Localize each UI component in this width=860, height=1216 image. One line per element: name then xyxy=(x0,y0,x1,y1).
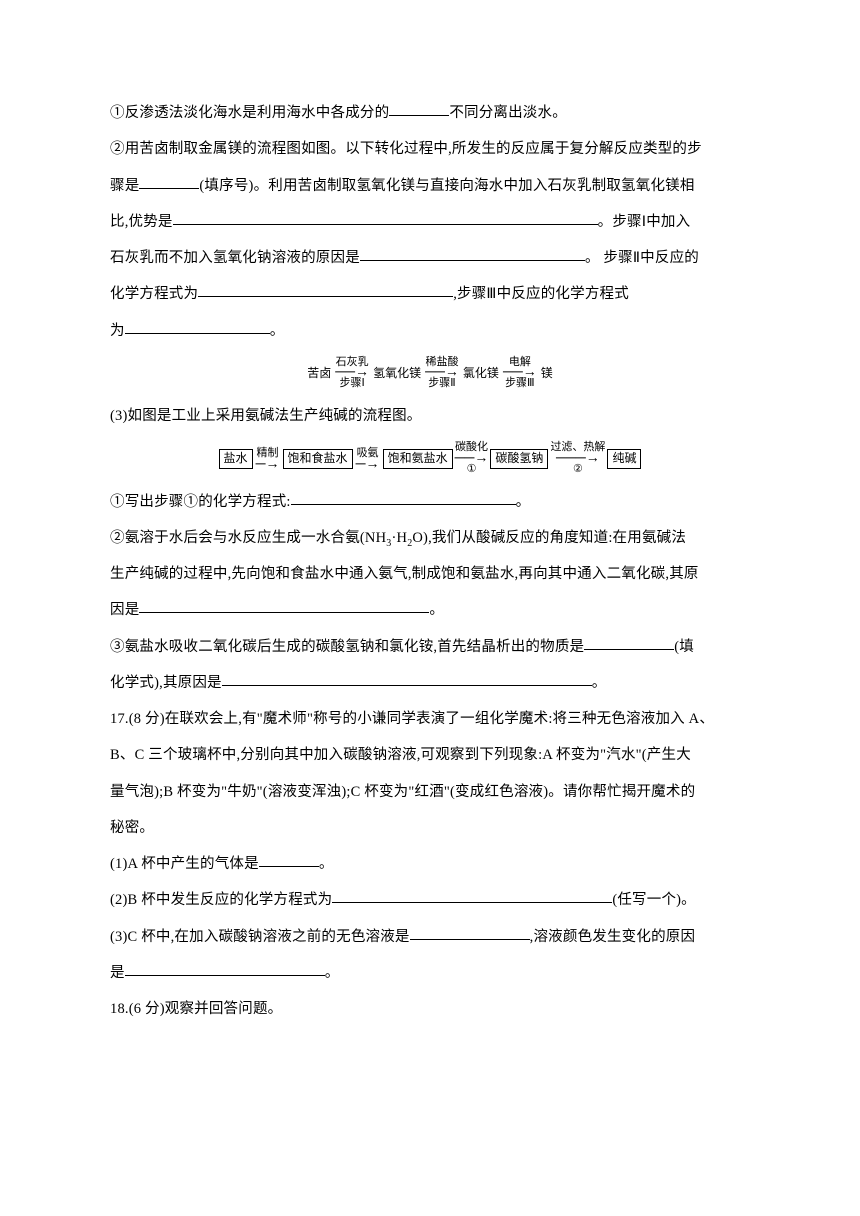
q18: 18.(6 分)观察并回答问题。 xyxy=(110,991,750,1027)
text: 生产纯碱的过程中,先向饱和食盐水中通入氨气,制成饱和氨盐水,再向其中通入二氧化碳… xyxy=(110,566,699,582)
text: (填 xyxy=(674,639,694,655)
q3-2-line3: 因是 。 xyxy=(110,592,750,628)
q3-3-line1: ③氨盐水吸收二氧化碳后生成的碳酸氢钠和氯化铵,首先结晶析出的物质是 (填 xyxy=(110,629,750,665)
q2-2-line2: 骤是 (填序号)。利用苦卤制取氢氧化镁与直接向海水中加入石灰乳制取氢氧化镁相 xyxy=(110,168,750,204)
text: 。 xyxy=(270,323,285,339)
text: 。步骤Ⅰ中加入 xyxy=(598,214,691,230)
blank[interactable] xyxy=(139,598,429,614)
q3-3-line2: 化学式),其原因是 。 xyxy=(110,665,750,701)
blank[interactable] xyxy=(332,888,612,904)
arrow: 石灰乳──→步骤Ⅰ xyxy=(335,357,369,390)
arrow: 精制─→ xyxy=(255,448,281,470)
text: 化学式),其原因是 xyxy=(110,675,222,691)
text: (填序号)。利用苦卤制取氢氧化镁与直接向海水中加入石灰乳制取氢氧化镁相 xyxy=(199,178,694,194)
text: 化学方程式为 xyxy=(110,286,198,302)
text: 石灰乳而不加入氢氧化钠溶液的原因是 xyxy=(110,250,360,266)
text: 是 xyxy=(110,965,125,981)
text: (任写一个)。 xyxy=(612,892,696,908)
arrow: 稀盐酸──→步骤Ⅱ xyxy=(425,357,459,390)
node: 氯化镁 xyxy=(461,365,501,382)
text: ①写出步骤①的化学方程式: xyxy=(110,494,291,510)
q17-line1: 17.(8 分)在联欢会上,有"魔术师"称号的小谦同学表演了一组化学魔术:将三种… xyxy=(110,701,750,737)
q2-2-line5: 化学方程式为 ,步骤Ⅲ中反应的化学方程式 xyxy=(110,276,750,312)
flow-diagram-1: 苦卤 石灰乳──→步骤Ⅰ 氢氧化镁 稀盐酸──→步骤Ⅱ 氯化镁 电解──→步骤Ⅲ… xyxy=(110,357,750,390)
blank[interactable] xyxy=(389,101,449,117)
text: 。 xyxy=(592,675,607,691)
q17-line3: 量气泡);B 杯变为"牛奶"(溶液变浑浊);C 杯变为"红酒"(变成红色溶液)。… xyxy=(110,774,750,810)
q17-3-line1: (3)C 杯中,在加入碳酸钠溶液之前的无色溶液是 ,溶液颜色发生变化的原因 xyxy=(110,919,750,955)
blank[interactable] xyxy=(291,489,516,505)
q17-line4: 秘密。 xyxy=(110,810,750,846)
q2-2-line1: ②用苦卤制取金属镁的流程图如图。以下转化过程中,所发生的反应属于复分解反应类型的… xyxy=(110,131,750,167)
text: ·H xyxy=(391,530,407,546)
text: 。 步骤Ⅱ中反应的 xyxy=(585,250,699,266)
text: 因是 xyxy=(110,602,139,618)
arrow: 吸氨─→ xyxy=(355,448,381,470)
text: 。 xyxy=(325,965,340,981)
q3-2-line2: 生产纯碱的过程中,先向饱和食盐水中通入氨气,制成饱和氨盐水,再向其中通入二氧化碳… xyxy=(110,556,750,592)
node: 镁 xyxy=(539,365,555,382)
node: 饱和氨盐水 xyxy=(383,449,453,468)
text: 秘密。 xyxy=(110,820,154,836)
q3-intro: (3)如图是工业上采用氨碱法生产纯碱的流程图。 xyxy=(110,398,750,434)
node: 盐水 xyxy=(219,449,253,468)
q3-2-line1: ②氨溶于水后会与水反应生成一水合氨(NH3·H2O),我们从酸碱反应的角度知道:… xyxy=(110,520,750,556)
blank[interactable] xyxy=(125,318,270,334)
text: (2)B 杯中发生反应的化学方程式为 xyxy=(110,892,332,908)
q3-1: ①写出步骤①的化学方程式: 。 xyxy=(110,484,750,520)
text: B、C 三个玻璃杯中,分别向其中加入碳酸钠溶液,可观察到下列现象:A 杯变为"汽… xyxy=(110,747,691,763)
node: 饱和食盐水 xyxy=(283,449,353,468)
text: 。 xyxy=(516,494,531,510)
arrow: 电解──→步骤Ⅲ xyxy=(503,357,537,390)
text: 骤是 xyxy=(110,178,139,194)
node: 纯碱 xyxy=(607,449,641,468)
blank[interactable] xyxy=(360,246,585,262)
blank[interactable] xyxy=(125,960,325,976)
text: ①反渗透法淡化海水是利用海水中各成分的 xyxy=(110,105,389,121)
text: 比,优势是 xyxy=(110,214,173,230)
text: (1)A 杯中产生的气体是 xyxy=(110,856,259,872)
text: ,步骤Ⅲ中反应的化学方程式 xyxy=(453,286,629,302)
q2-1-line1: ①反渗透法淡化海水是利用海水中各成分的 不同分离出淡水。 xyxy=(110,95,750,131)
q2-2-line4: 石灰乳而不加入氢氧化钠溶液的原因是 。 步骤Ⅱ中反应的 xyxy=(110,240,750,276)
blank[interactable] xyxy=(139,173,199,189)
text: 不同分离出淡水。 xyxy=(449,105,567,121)
node: 碳酸氢钠 xyxy=(490,449,548,468)
q17-line2: B、C 三个玻璃杯中,分别向其中加入碳酸钠溶液,可观察到下列现象:A 杯变为"汽… xyxy=(110,737,750,773)
text: 量气泡);B 杯变为"牛奶"(溶液变浑浊);C 杯变为"红酒"(变成红色溶液)。… xyxy=(110,784,695,800)
text: (3)C 杯中,在加入碳酸钠溶液之前的无色溶液是 xyxy=(110,929,410,945)
q17-3-line2: 是。 xyxy=(110,955,750,991)
q2-2-line3: 比,优势是 。步骤Ⅰ中加入 xyxy=(110,204,750,240)
node: 氢氧化镁 xyxy=(371,365,423,382)
flow-diagram-2: 盐水 精制─→ 饱和食盐水 吸氨─→ 饱和氨盐水 碳酸化──→① 碳酸氢钠 过滤… xyxy=(110,442,750,475)
blank[interactable] xyxy=(198,282,453,298)
q17-1: (1)A 杯中产生的气体是 。 xyxy=(110,846,750,882)
blank[interactable] xyxy=(222,670,592,686)
text: 18.(6 分)观察并回答问题。 xyxy=(110,1001,282,1017)
arrow: 过滤、热解───→② xyxy=(550,442,605,475)
text: ③氨盐水吸收二氧化碳后生成的碳酸氢钠和氯化铵,首先结晶析出的物质是 xyxy=(110,639,584,655)
text: (3)如图是工业上采用氨碱法生产纯碱的流程图。 xyxy=(110,408,422,424)
blank[interactable] xyxy=(584,634,674,650)
blank[interactable] xyxy=(259,852,319,868)
node: 苦卤 xyxy=(305,365,333,382)
exam-page: ①反渗透法淡化海水是利用海水中各成分的 不同分离出淡水。 ②用苦卤制取金属镁的流程… xyxy=(0,0,860,1087)
text: 。 xyxy=(429,602,444,618)
flow: 苦卤 石灰乳──→步骤Ⅰ 氢氧化镁 稀盐酸──→步骤Ⅱ 氯化镁 电解──→步骤Ⅲ… xyxy=(305,357,555,390)
text: 17.(8 分)在联欢会上,有"魔术师"称号的小谦同学表演了一组化学魔术:将三种… xyxy=(110,711,714,727)
blank[interactable] xyxy=(410,924,530,940)
blank[interactable] xyxy=(173,209,598,225)
flow: 盐水 精制─→ 饱和食盐水 吸氨─→ 饱和氨盐水 碳酸化──→① 碳酸氢钠 过滤… xyxy=(219,442,642,475)
arrow: 碳酸化──→① xyxy=(455,442,489,475)
q2-2-line6: 为。 xyxy=(110,313,750,349)
text: O),我们从酸碱反应的角度知道:在用氨碱法 xyxy=(412,530,686,546)
text: ②用苦卤制取金属镁的流程图如图。以下转化过程中,所发生的反应属于复分解反应类型的… xyxy=(110,141,702,157)
text: 。 xyxy=(319,856,334,872)
q17-2: (2)B 杯中发生反应的化学方程式为 (任写一个)。 xyxy=(110,882,750,918)
text: 为 xyxy=(110,323,125,339)
text: ,溶液颜色发生变化的原因 xyxy=(530,929,696,945)
text: ②氨溶于水后会与水反应生成一水合氨(NH xyxy=(110,530,386,546)
